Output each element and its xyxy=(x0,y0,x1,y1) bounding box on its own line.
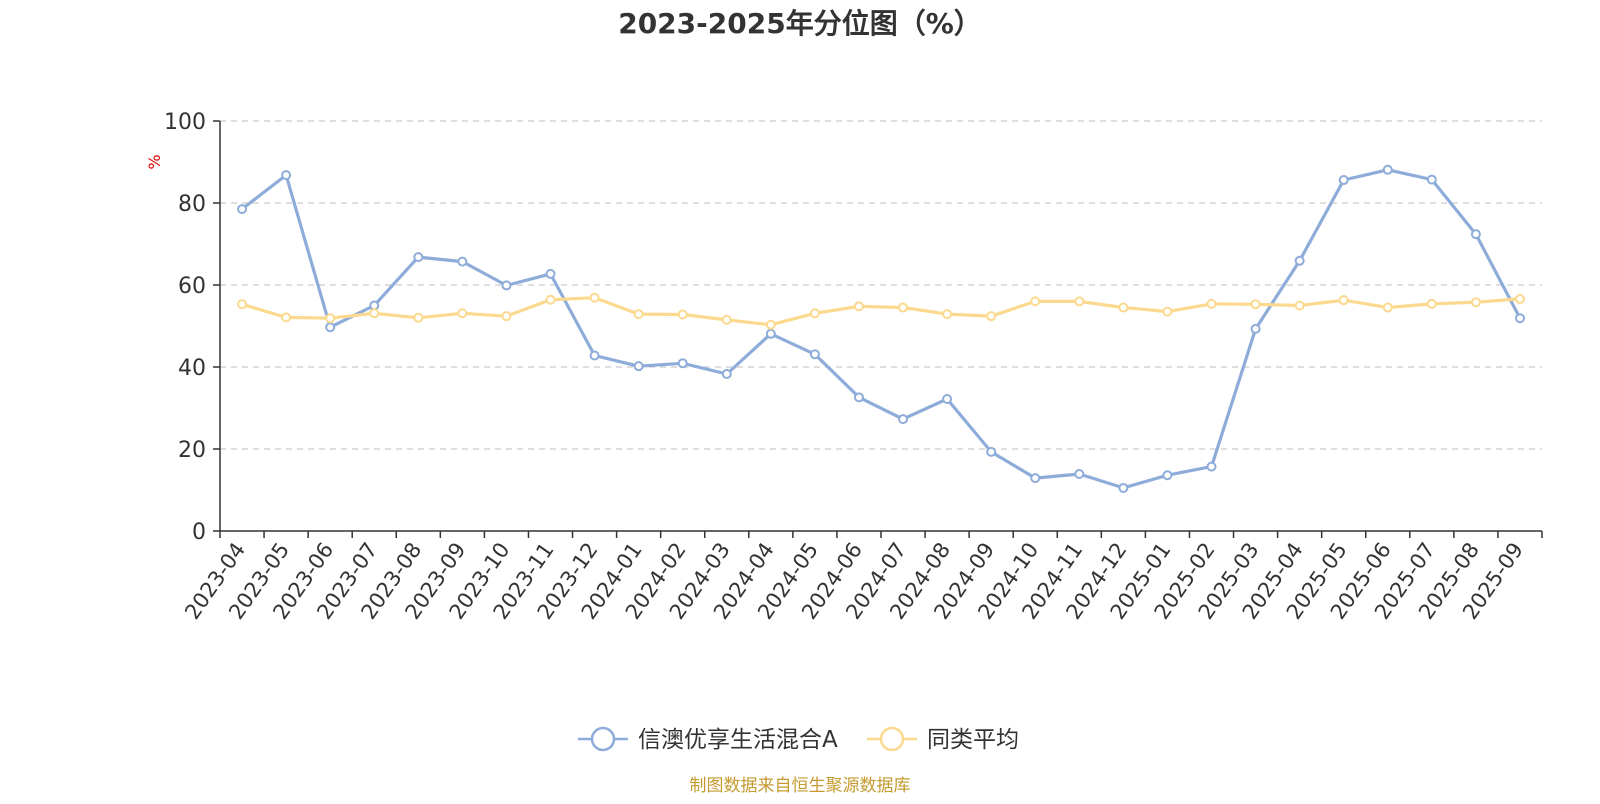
data-point xyxy=(809,349,820,360)
data-point xyxy=(853,301,864,312)
data-point xyxy=(1470,297,1481,308)
data-point xyxy=(281,170,292,181)
data-point xyxy=(1514,293,1525,304)
series-2 xyxy=(237,292,1525,330)
series-line xyxy=(241,168,1522,490)
data-point xyxy=(1030,296,1041,307)
legend-item-1: 信澳优享生活混合A xyxy=(578,726,838,753)
data-point xyxy=(986,446,997,457)
data-point xyxy=(1470,229,1481,240)
data-point xyxy=(237,299,248,310)
data-point xyxy=(457,256,468,267)
data-point xyxy=(765,319,776,330)
data-point xyxy=(369,308,380,319)
data-point xyxy=(986,311,997,322)
data-point xyxy=(1426,174,1437,185)
data-point xyxy=(1338,295,1349,306)
data-point xyxy=(1382,302,1393,313)
legend-item-2: 同类平均 xyxy=(867,726,1019,753)
legend-label: 同类平均 xyxy=(927,727,1019,753)
data-point xyxy=(1206,461,1217,472)
y-tick-label: 60 xyxy=(178,274,206,299)
data-point xyxy=(1030,473,1041,484)
data-point xyxy=(721,314,732,325)
data-point xyxy=(1074,469,1085,480)
data-point xyxy=(633,309,644,320)
data-point xyxy=(1118,302,1129,313)
series-1 xyxy=(237,164,1525,493)
data-point xyxy=(413,252,424,263)
data-point xyxy=(633,361,644,372)
data-point xyxy=(1294,255,1305,266)
y-tick-label: 80 xyxy=(178,192,206,217)
y-tick-label: 20 xyxy=(178,438,206,463)
data-point xyxy=(1426,298,1437,309)
data-point xyxy=(809,308,820,319)
data-point xyxy=(677,309,688,320)
data-point xyxy=(545,294,556,305)
data-point xyxy=(1118,482,1129,493)
data-point xyxy=(1162,306,1173,317)
y-tick-label: 100 xyxy=(164,110,206,135)
data-point xyxy=(1206,298,1217,309)
data-point xyxy=(677,358,688,369)
data-point xyxy=(1338,175,1349,186)
data-point xyxy=(1382,164,1393,175)
data-point xyxy=(942,309,953,320)
data-point xyxy=(1294,300,1305,311)
data-point xyxy=(898,414,909,425)
y-tick-label: 40 xyxy=(178,356,206,381)
data-point xyxy=(325,313,336,324)
data-point xyxy=(589,292,600,303)
legend-marker xyxy=(590,726,616,752)
data-point xyxy=(545,268,556,279)
chart-title: 2023-2025年分位图（%） xyxy=(618,7,982,40)
data-point xyxy=(457,308,468,319)
data-point xyxy=(501,311,512,322)
grid-lines xyxy=(220,120,1542,450)
data-point xyxy=(765,328,776,339)
legend: 信澳优享生活混合A 同类平均 xyxy=(578,726,1019,753)
legend-marker xyxy=(879,726,905,752)
data-point xyxy=(237,204,248,215)
data-point xyxy=(281,312,292,323)
series-line xyxy=(241,296,1521,327)
data-point xyxy=(1250,299,1261,310)
data-point xyxy=(942,393,953,404)
data-point xyxy=(1514,313,1525,324)
data-point xyxy=(853,392,864,403)
data-point xyxy=(1074,296,1085,307)
legend-label: 信澳优享生活混合A xyxy=(638,727,838,753)
series-lines xyxy=(237,164,1525,493)
y-tick-label: 0 xyxy=(192,520,206,545)
data-point xyxy=(325,322,336,333)
data-point xyxy=(1162,470,1173,481)
y-axis-label: % xyxy=(145,154,164,169)
data-point xyxy=(413,312,424,323)
data-point xyxy=(898,302,909,313)
data-source-note: 制图数据来自恒生聚源数据库 xyxy=(690,776,911,796)
data-point xyxy=(721,368,732,379)
data-point xyxy=(1250,323,1261,334)
data-point xyxy=(589,350,600,361)
data-point xyxy=(501,280,512,291)
